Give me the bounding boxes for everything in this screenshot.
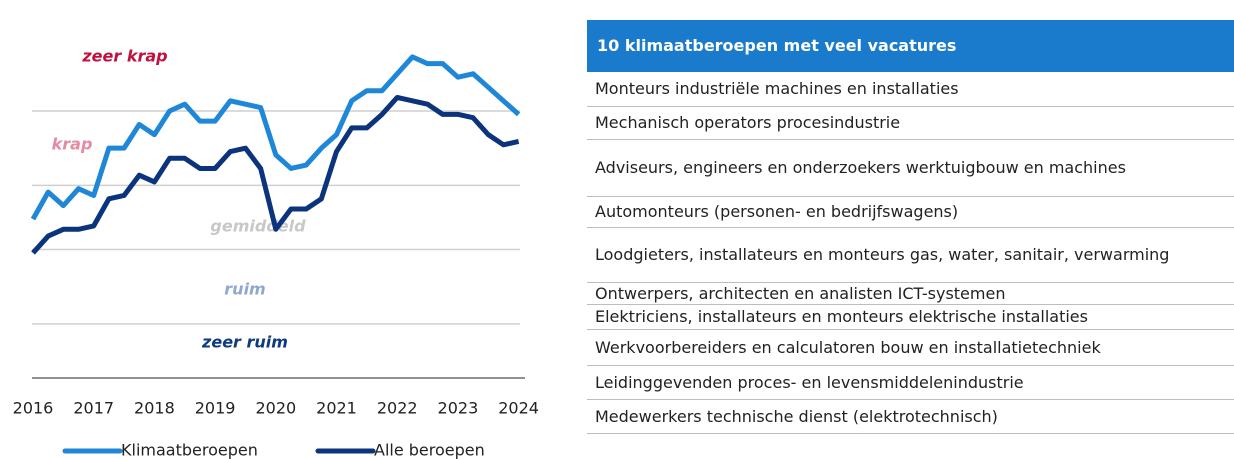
zone-label: krap xyxy=(52,135,93,154)
table-row: Mechanisch operators procesindustrie xyxy=(587,107,1234,140)
zone-label: zeer ruim xyxy=(201,333,288,352)
zone-label: gemiddeld xyxy=(210,217,306,236)
legend-label: Alle beroepen xyxy=(374,441,485,459)
series-line xyxy=(31,94,520,255)
x-tick-label: 2023 xyxy=(438,399,479,418)
x-tick-label: 2024 xyxy=(498,399,539,418)
table-header: 10 klimaatberoepen met veel vacatures xyxy=(587,20,1234,72)
x-tick-label: 2019 xyxy=(195,399,236,418)
x-tick-label: 2020 xyxy=(255,399,296,418)
series-line xyxy=(30,54,521,221)
table-row: Werkvoorbereiders en calculatoren bouw e… xyxy=(587,330,1234,366)
table-row: Adviseurs, engineers en onderzoekers wer… xyxy=(587,140,1234,197)
table-row: Elektriciens, installateurs en monteurs … xyxy=(587,305,1234,330)
chart: zeer krap krap gemiddeld ruim zeer ruim 2016 2… xyxy=(13,47,539,459)
table-row: Automonteurs (personen- en bedrijfswagen… xyxy=(587,197,1234,228)
table-row: Ontwerpers, architecten en analisten ICT… xyxy=(587,283,1234,305)
x-tick-label: 2018 xyxy=(134,399,175,418)
legend-label: Klimaatberoepen xyxy=(121,441,258,459)
zone-label: ruim xyxy=(224,280,265,299)
table-row: Medewerkers technische dienst (elektrote… xyxy=(587,400,1234,434)
x-tick-label: 2021 xyxy=(316,399,357,418)
x-tick-label: 2022 xyxy=(377,399,418,418)
x-tick-label: 2017 xyxy=(73,399,114,418)
table-row: Leidinggevenden proces- en levensmiddele… xyxy=(587,366,1234,400)
table-row: Loodgieters, installateurs en monteurs g… xyxy=(587,228,1234,283)
table-row: Monteurs industriële machines en install… xyxy=(587,72,1234,107)
zone-label: zeer krap xyxy=(81,47,167,66)
x-tick-label: 2016 xyxy=(13,399,54,418)
vacancy-table: 10 klimaatberoepen met veel vacatures Mo… xyxy=(587,20,1234,434)
